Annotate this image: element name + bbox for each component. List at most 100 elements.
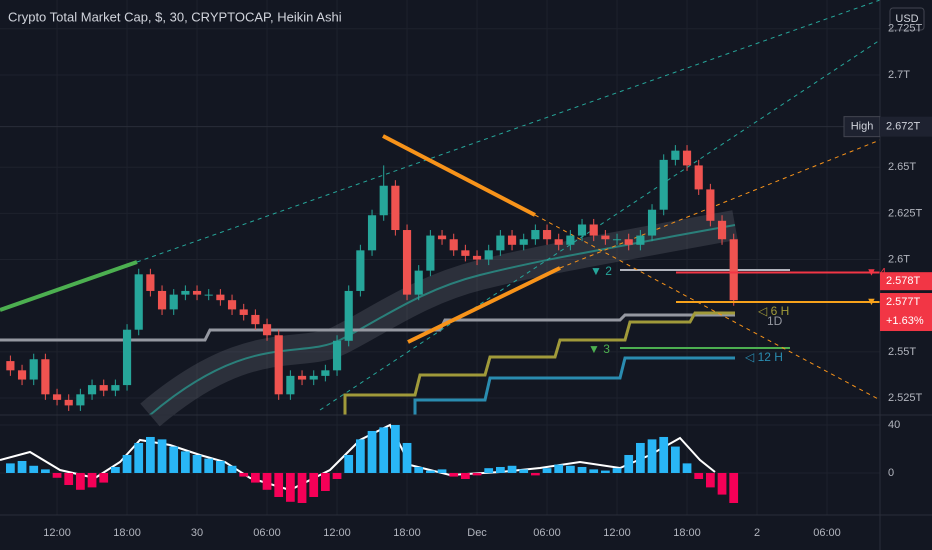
histogram-bar	[426, 470, 435, 473]
histogram-bar	[694, 472, 704, 479]
candle-body	[309, 375, 318, 380]
histogram-bar	[530, 472, 540, 476]
candle-body	[542, 230, 552, 240]
candle-body	[99, 385, 108, 391]
candle-body	[169, 294, 178, 310]
x-tick-label: 12:00	[603, 527, 631, 539]
candle-body	[391, 185, 400, 231]
histogram-bar	[624, 454, 634, 473]
candle-body	[344, 290, 353, 341]
histogram-bar	[6, 463, 15, 473]
histogram-bar	[600, 470, 610, 473]
histogram-bar	[204, 458, 214, 473]
orange-trend-ext	[534, 214, 881, 401]
histogram-bar	[146, 436, 155, 473]
candle-body	[706, 189, 715, 221]
histogram-bar	[321, 472, 330, 491]
candle-body	[251, 314, 260, 325]
candle-body	[729, 239, 738, 301]
x-tick-label: 06:00	[533, 527, 561, 539]
histogram-bar	[519, 469, 529, 473]
high-label: High	[851, 121, 874, 133]
candle-body	[624, 239, 633, 245]
x-tick-label: Dec	[467, 527, 487, 539]
candle-body	[87, 385, 97, 395]
orange-support-ext	[559, 139, 881, 269]
x-tick-label: 06:00	[253, 527, 281, 539]
price-label: 2.577T	[886, 296, 921, 308]
histogram-bar	[554, 464, 564, 473]
candle-body	[146, 274, 155, 291]
candle-body	[437, 235, 447, 240]
histogram-bar	[460, 472, 470, 479]
price-label: 2.578T	[886, 275, 921, 287]
histogram-bar	[169, 446, 179, 473]
candle-body	[589, 224, 598, 236]
candle-body	[671, 150, 680, 160]
histogram-bar	[367, 430, 377, 473]
currency[interactable]: USD	[895, 13, 918, 25]
histogram-bar	[41, 469, 50, 473]
histogram-bar	[659, 436, 669, 473]
x-tick-label: 06:00	[813, 527, 841, 539]
candle-body	[17, 370, 27, 380]
green-trend	[0, 260, 138, 312]
x-tick-label: 18:00	[113, 527, 141, 539]
histogram-bar	[472, 472, 482, 476]
candle-body	[227, 300, 237, 310]
ma-line	[149, 224, 736, 416]
histogram-bar	[99, 472, 109, 483]
y-tick-label: 2.65T	[888, 161, 916, 173]
candle-body	[239, 309, 248, 315]
y-tick-label: 2.525T	[888, 392, 923, 404]
histogram-bar	[111, 466, 120, 473]
candle-body	[111, 385, 120, 391]
candle-body	[379, 185, 388, 216]
candle-body	[76, 394, 85, 406]
currency-box[interactable]	[889, 7, 925, 31]
orange-support	[407, 266, 561, 344]
histogram-bar	[227, 465, 237, 473]
histogram-bar	[449, 472, 459, 477]
x-tick-label: 2	[754, 527, 760, 539]
candle-body	[554, 239, 563, 245]
candle-body	[192, 290, 202, 295]
histogram-bar	[635, 442, 645, 473]
candle-body	[134, 274, 143, 330]
drawing-label: ◁ 12 H	[745, 350, 783, 364]
histogram-bar	[647, 439, 657, 473]
y-tick-label: 40	[888, 419, 900, 431]
candle-body	[507, 235, 517, 245]
candle-body	[181, 290, 190, 295]
candle-body	[449, 239, 458, 251]
candle-body	[647, 209, 657, 236]
candle-body	[682, 150, 692, 166]
high-value: 2.672T	[886, 121, 921, 133]
y-tick-label: 0	[888, 467, 894, 479]
x-tick-label: 18:00	[673, 527, 701, 539]
candle-body	[402, 230, 412, 295]
candle-body	[64, 399, 73, 406]
candle-body	[484, 250, 493, 260]
price-label-box	[880, 272, 932, 291]
histogram-bar	[332, 472, 342, 479]
candle-body	[717, 220, 727, 240]
green-trend-ext	[136, 0, 881, 263]
histogram-bar	[356, 439, 365, 473]
histogram-bar	[717, 472, 727, 495]
x-tick-label: 18:00	[393, 527, 421, 539]
candle-body	[6, 361, 15, 371]
teal-step	[413, 356, 735, 415]
candle-body	[426, 235, 435, 271]
candle-body	[414, 270, 423, 295]
histogram-bar	[391, 424, 400, 473]
candle-body	[274, 335, 283, 395]
histogram-bar	[286, 472, 295, 502]
candle-body	[367, 215, 377, 251]
histogram-bar	[379, 427, 389, 473]
histogram-bar	[565, 465, 575, 473]
histogram-bar	[297, 472, 307, 503]
candle-body	[122, 329, 132, 386]
histogram-bar	[87, 472, 97, 488]
